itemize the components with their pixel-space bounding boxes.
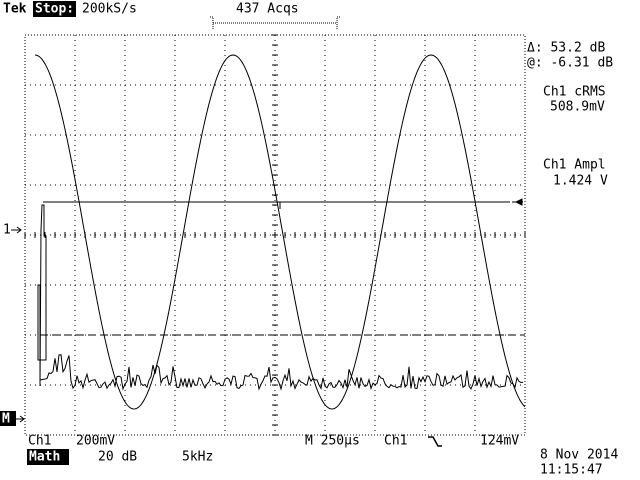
channel-label: Ch1 [28, 434, 51, 449]
cursor-marker [277, 201, 287, 209]
measure-value: 508.9mV [550, 100, 605, 115]
cursor-arrow [512, 198, 523, 206]
timebase: M 250µs [305, 434, 360, 449]
graticule [24, 34, 526, 436]
math-box [27, 449, 69, 465]
math-label: Math [29, 450, 60, 465]
measure-label: Ch1 cRMS [543, 85, 606, 100]
measure-label: Ch1 Ampl [543, 158, 606, 173]
ch1-waveform [34, 54, 526, 410]
date: 8 Nov 2014 [540, 448, 618, 463]
channel-arrow [11, 226, 22, 234]
channel-scale: 200mV [76, 434, 115, 449]
math-marker-box [0, 411, 16, 426]
record-bracket [210, 16, 340, 29]
math-frequency: 5kHz [182, 450, 213, 465]
channel-marker: 1 [3, 223, 11, 238]
math-scale: 20 dB [98, 450, 137, 465]
trigger-slope [428, 436, 442, 447]
math-marker: M [2, 412, 10, 427]
delta-readout: Δ: 53.2 dB [527, 41, 605, 56]
math-waveform [37, 204, 524, 391]
math-arrow [16, 415, 25, 423]
trigger-level: 124mV [480, 434, 519, 449]
at-readout: @: -6.31 dB [527, 56, 613, 71]
status-box [33, 1, 76, 17]
time: 11:15:47 [540, 463, 603, 478]
acquisitions: 437 Acqs [236, 2, 299, 17]
brand: Tek [3, 2, 27, 17]
measure-value: 1.424 V [553, 174, 608, 189]
sample-rate: 200kS/s [82, 2, 137, 17]
status: Stop: [35, 2, 74, 17]
trigger-source: Ch1 [384, 434, 407, 449]
graticule-border [24, 34, 526, 436]
